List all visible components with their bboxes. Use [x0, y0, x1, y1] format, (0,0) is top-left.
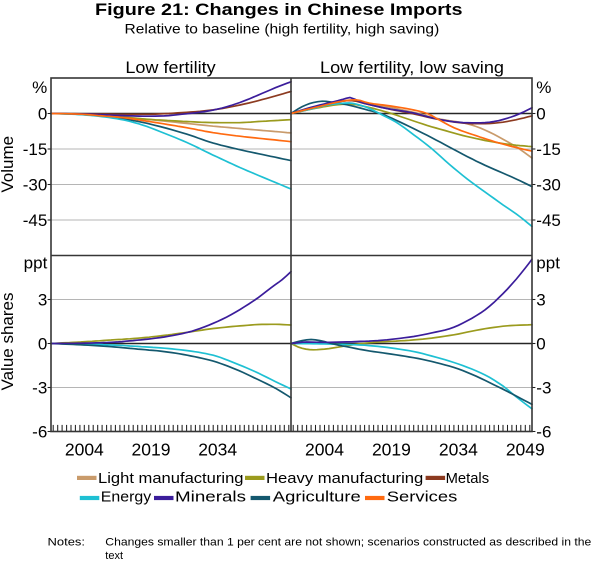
svg-text:Agriculture: Agriculture	[273, 488, 361, 505]
svg-text:2019: 2019	[132, 440, 171, 460]
svg-text:3: 3	[38, 291, 47, 310]
svg-text:Minerals: Minerals	[175, 488, 246, 505]
svg-text:Volume: Volume	[0, 136, 17, 193]
svg-text:ppt: ppt	[24, 253, 48, 272]
svg-text:3: 3	[536, 291, 545, 310]
svg-text:-45: -45	[23, 211, 48, 230]
svg-text:2019: 2019	[372, 440, 411, 460]
svg-text:-6: -6	[32, 423, 47, 442]
svg-text:Metals: Metals	[446, 470, 490, 487]
svg-text:%: %	[536, 78, 551, 97]
svg-text:ppt: ppt	[536, 253, 560, 272]
svg-text:Light manufacturing: Light manufacturing	[98, 470, 244, 487]
svg-text:Notes:: Notes:	[48, 537, 86, 549]
svg-text:-15: -15	[23, 140, 48, 159]
svg-text:-15: -15	[536, 140, 561, 159]
svg-text:-30: -30	[23, 176, 48, 195]
svg-text:Low fertility, low saving: Low fertility, low saving	[320, 58, 504, 77]
svg-text:-45: -45	[536, 211, 561, 230]
svg-text:-3: -3	[536, 379, 551, 398]
svg-text:0: 0	[536, 335, 545, 354]
svg-text:2004: 2004	[305, 440, 344, 460]
svg-text:0: 0	[536, 105, 545, 124]
svg-text:-6: -6	[536, 423, 551, 442]
svg-text:0: 0	[38, 105, 47, 124]
svg-text:Services: Services	[387, 488, 458, 505]
svg-text:Heavy manufacturing: Heavy manufacturing	[266, 470, 423, 487]
svg-text:text: text	[105, 550, 123, 562]
svg-text:2034: 2034	[198, 440, 237, 460]
svg-text:2049: 2049	[506, 440, 545, 460]
svg-text:Energy: Energy	[101, 488, 152, 505]
svg-text:2004: 2004	[65, 440, 104, 460]
svg-text:Relative to baseline (high fer: Relative to baseline (high fertility, hi…	[125, 21, 440, 37]
svg-text:Value shares: Value shares	[0, 293, 17, 391]
svg-text:Low fertility: Low fertility	[125, 58, 216, 77]
svg-text:%: %	[32, 78, 47, 97]
svg-text:-3: -3	[32, 379, 47, 398]
svg-text:Figure 21: Changes in Chinese: Figure 21: Changes in Chinese Imports	[95, 0, 463, 19]
svg-text:Changes smaller than 1 per cen: Changes smaller than 1 per cent are not …	[105, 537, 591, 549]
svg-text:0: 0	[38, 335, 47, 354]
svg-text:-30: -30	[536, 176, 561, 195]
svg-text:2034: 2034	[439, 440, 478, 460]
